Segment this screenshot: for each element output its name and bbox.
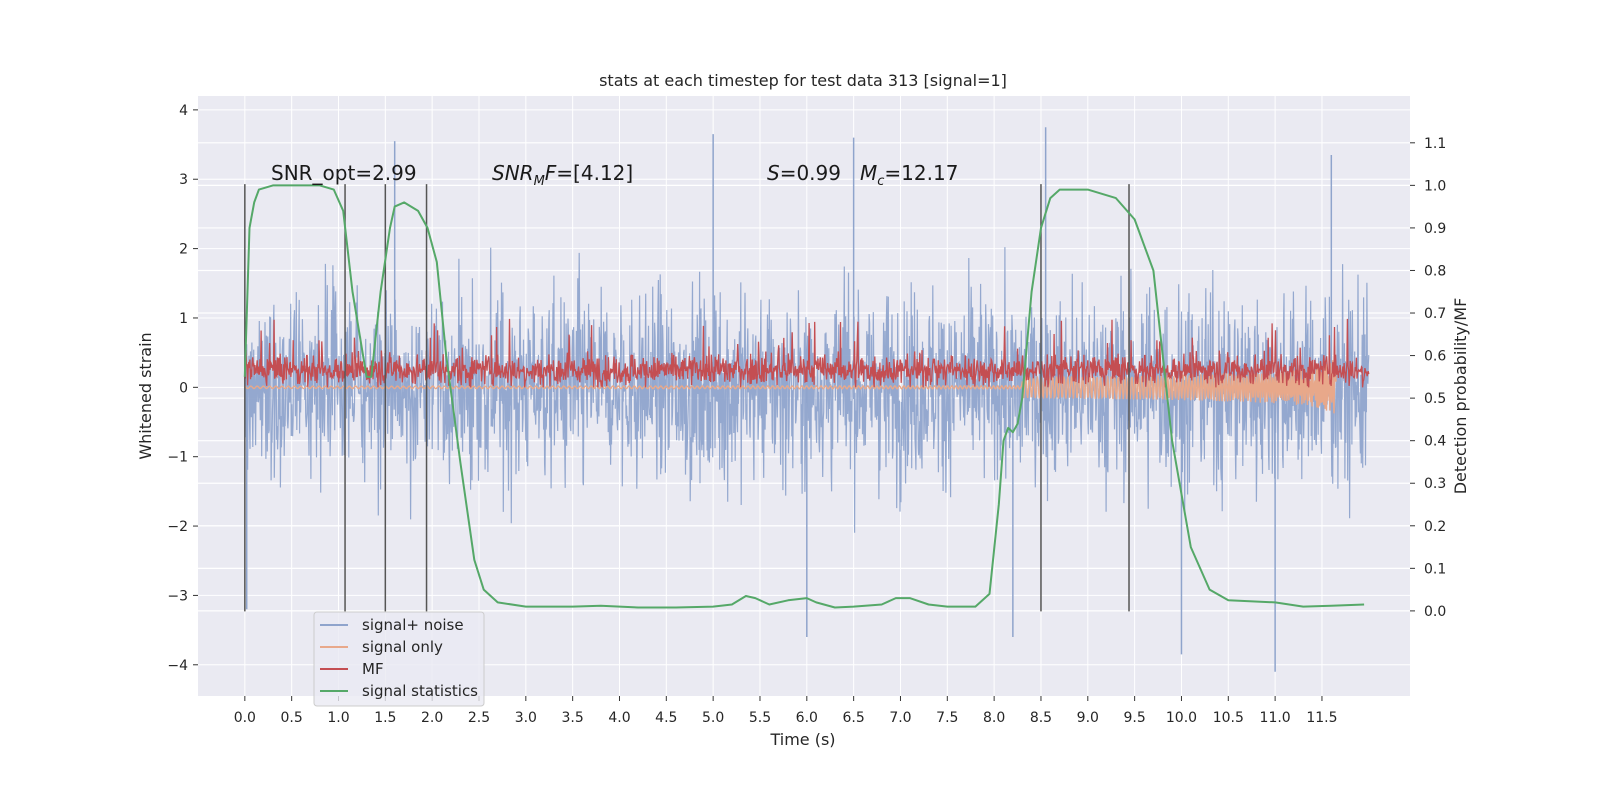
y-tick-label-5: 1	[179, 311, 188, 327]
y-tick-label-8: 4	[179, 103, 188, 119]
x-tick-label-22: 11.0	[1260, 710, 1291, 726]
x-tick-label-5: 2.5	[468, 710, 490, 726]
snr-mf-sub: M	[534, 174, 545, 189]
x-tick-label-8: 4.0	[608, 710, 630, 726]
y-tick-label-3: −1	[167, 450, 188, 466]
y-tick-label-4: 0	[179, 380, 188, 396]
x-tick-label-20: 10.0	[1166, 710, 1197, 726]
legend-label-signal-noise: signal+ noise	[362, 616, 464, 634]
y2-tick-label-3: 0.3	[1424, 476, 1446, 492]
series-signal-noise	[244, 127, 1370, 672]
s-var: S	[767, 161, 780, 185]
y2-tick-label-4: 0.4	[1424, 434, 1446, 450]
x-tick-label-23: 11.5	[1306, 710, 1337, 726]
mc-sub: c	[877, 174, 884, 189]
y-tick-label-6: 2	[179, 242, 188, 258]
series-signal-statistics	[243, 184, 1365, 609]
x-tick-label-4: 2.0	[421, 710, 443, 726]
y2-tick-label-0: 0.0	[1424, 604, 1446, 620]
y2-tick-label-8: 0.8	[1424, 263, 1446, 279]
legend-label-signal-statistics: signal statistics	[362, 682, 478, 700]
y-tick-label-2: −2	[167, 519, 188, 535]
y2-tick-label-1: 0.1	[1424, 561, 1446, 577]
x-tick-label-15: 7.5	[936, 710, 958, 726]
y-tick-label-0: −4	[167, 658, 188, 674]
y2-tick-label-9: 0.9	[1424, 221, 1446, 237]
x-tick-label-16: 8.0	[983, 710, 1005, 726]
mf-trace	[244, 318, 1370, 388]
x-tick-label-1: 0.5	[281, 710, 303, 726]
x-tick-label-3: 1.5	[374, 710, 396, 726]
x-tick-label-18: 9.0	[1077, 710, 1099, 726]
signal-statistics-line	[243, 184, 1365, 609]
y-axis-label: Whitened strain	[136, 332, 155, 459]
legend-box	[313, 611, 485, 707]
y2-tick-label-10: 1.0	[1424, 178, 1446, 194]
y2-axis-ticks: 0.0 0.1 0.2 0.3 0.4 0.5 0.6 0.7 0.8 0.9 1.0 1.1	[1410, 136, 1446, 620]
mc-var: M	[860, 161, 877, 185]
chart-title: stats at each timestep for test data 313…	[599, 71, 1007, 90]
legend: signal+ noise signal only MF signal stat…	[313, 611, 485, 707]
x-tick-label-21: 10.5	[1213, 710, 1244, 726]
x-tick-label-11: 5.5	[749, 710, 771, 726]
series-mf	[244, 318, 1370, 388]
y2-tick-label-7: 0.7	[1424, 306, 1446, 322]
y2-tick-label-2: 0.2	[1424, 519, 1446, 535]
x-tick-label-6: 3.0	[515, 710, 537, 726]
x-axis-ticks: 0.0 0.5 1.0 1.5 2.0 2.5 3.0 3.5 4.0 4.5 5.0 5.5 6.0 6…	[234, 696, 1338, 726]
x-tick-label-14: 7.0	[889, 710, 911, 726]
y2-axis-label: Detection probability/MF	[1451, 298, 1470, 495]
s-value: =0.99	[780, 161, 841, 185]
y-tick-label-1: −3	[167, 588, 188, 604]
y-tick-label-7: 3	[179, 172, 188, 188]
x-tick-label-9: 4.5	[655, 710, 677, 726]
snr-mf-f: F	[545, 161, 557, 185]
legend-label-mf: MF	[362, 660, 384, 678]
legend-label-signal-only: signal only	[362, 638, 443, 656]
x-tick-label-13: 6.5	[843, 710, 865, 726]
mc-value: =12.17	[884, 161, 958, 185]
x-tick-label-12: 6.0	[796, 710, 818, 726]
y-axis-ticks: −4 −3 −2 −1 0 1 2 3 4	[167, 103, 198, 674]
y2-tick-label-11: 1.1	[1424, 136, 1446, 152]
snr-mf-value: =[4.12]	[556, 161, 633, 185]
x-tick-label-10: 5.0	[702, 710, 724, 726]
x-tick-label-17: 8.5	[1030, 710, 1052, 726]
x-axis-label: Time (s)	[769, 730, 835, 749]
y2-tick-label-6: 0.6	[1424, 349, 1446, 365]
x-tick-label-0: 0.0	[234, 710, 256, 726]
snr-mf-prefix: SNR	[492, 161, 534, 185]
x-tick-label-19: 9.5	[1123, 710, 1145, 726]
annotation-snr-mf: SNRMF=[4.12]	[492, 161, 633, 189]
x-tick-label-2: 1.0	[327, 710, 349, 726]
annotation-mc: Mc=12.17	[860, 161, 958, 189]
annotation-snr-opt: SNR_opt=2.99	[271, 161, 417, 185]
x-tick-label-7: 3.5	[562, 710, 584, 726]
annotation-s: S=0.99	[767, 161, 841, 185]
y2-tick-label-5: 0.5	[1424, 391, 1446, 407]
